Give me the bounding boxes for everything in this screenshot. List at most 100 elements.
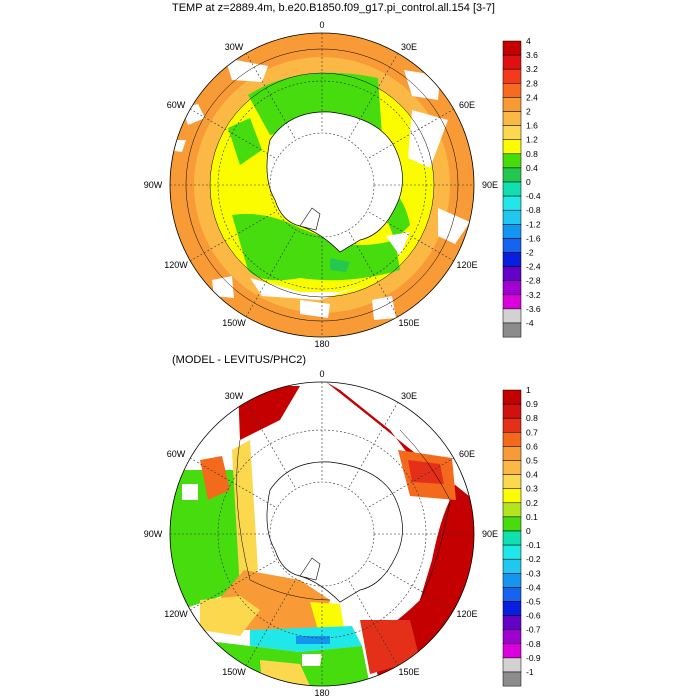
colorbar-swatch <box>502 389 522 405</box>
colorbar-label: 1.2 <box>526 135 538 145</box>
colorbar-swatch <box>502 432 522 447</box>
colorbar-swatch <box>502 530 522 546</box>
colorbar-label: -4 <box>526 318 534 328</box>
colorbar-swatch <box>502 40 522 56</box>
colorbar-label: 0.4 <box>526 470 538 480</box>
panel1-lon-30w: 30W <box>225 42 244 52</box>
panel2-lon-60e: 60E <box>459 449 475 459</box>
colorbar-label: -2.4 <box>526 262 541 272</box>
colorbar-label: -2 <box>526 248 534 258</box>
colorbar-label: 1.6 <box>526 121 538 131</box>
colorbar-swatch <box>502 587 522 602</box>
colorbar-label: -1.6 <box>526 233 541 243</box>
panel1-lon-90w: 90W <box>144 180 163 190</box>
colorbar-label: 2 <box>526 107 531 117</box>
colorbar-label: 0.1 <box>526 512 538 522</box>
colorbar-label: -0.3 <box>526 568 541 578</box>
panel2-lon-0: 0 <box>319 369 324 379</box>
colorbar-label: 0.8 <box>526 413 538 423</box>
colorbar-label: -0.6 <box>526 611 541 621</box>
colorbar-swatch <box>502 488 522 504</box>
panel2-lon-90w: 90W <box>144 529 163 539</box>
colorbar-label: -0.8 <box>526 205 541 215</box>
colorbar-swatch <box>502 280 522 296</box>
colorbar-label: 3.6 <box>526 50 538 60</box>
colorbar-label: 0.7 <box>526 427 538 437</box>
colorbar-label: 3.2 <box>526 64 538 74</box>
colorbar-label: 2.8 <box>526 78 538 88</box>
colorbar-swatch <box>502 544 522 560</box>
colorbar-swatch <box>502 238 522 253</box>
panel1-lon-60e: 60E <box>459 100 475 110</box>
colorbar-swatch <box>502 153 522 169</box>
colorbar-label: -0.4 <box>526 191 541 201</box>
colorbar-swatch <box>502 97 522 112</box>
colorbar-swatch <box>502 209 522 225</box>
colorbar-swatch <box>502 322 522 338</box>
colorbar-label: 0.3 <box>526 484 538 494</box>
colorbar-swatch <box>502 558 522 574</box>
panel2-lon-120e: 120E <box>456 609 477 619</box>
panel2-lon-30w: 30W <box>225 391 244 401</box>
colorbar-label: 0.8 <box>526 149 538 159</box>
colorbar-swatch <box>502 403 522 419</box>
colorbar-swatch <box>502 671 522 687</box>
colorbar-swatch <box>502 629 522 645</box>
panel1-lon-150w: 150W <box>222 318 246 328</box>
colorbar-label: -1.2 <box>526 219 541 229</box>
colorbar-label: -0.2 <box>526 554 541 564</box>
colorbar-swatch <box>502 417 522 433</box>
colorbar-label: 0.5 <box>526 456 538 466</box>
colorbar-label: 2.4 <box>526 92 538 102</box>
colorbar-label: -0.5 <box>526 597 541 607</box>
colorbar-swatch <box>502 54 522 70</box>
colorbar-swatch <box>502 266 522 281</box>
colorbar-label: 0.2 <box>526 498 538 508</box>
colorbar-swatch <box>502 294 522 310</box>
panel1-lon-0: 0 <box>319 20 324 30</box>
colorbar-label: -2.8 <box>526 276 541 286</box>
colorbar-label: -0.7 <box>526 625 541 635</box>
colorbar-swatch <box>502 139 522 155</box>
panel2-graticule <box>170 382 474 686</box>
panel2-lon-150e: 150E <box>398 667 419 677</box>
panel1-lon-120e: 120E <box>456 260 477 270</box>
panel1-map <box>170 33 474 337</box>
colorbar-swatch <box>502 474 522 489</box>
colorbar-label: -0.1 <box>526 540 541 550</box>
colorbar-swatch <box>502 195 522 211</box>
panel2-lon-30e: 30E <box>401 391 417 401</box>
panel2-lon-150w: 150W <box>222 667 246 677</box>
colorbar-swatch <box>502 516 522 532</box>
colorbar-label: -3.2 <box>526 290 541 300</box>
colorbar-swatch <box>502 573 522 588</box>
colorbar-swatch <box>502 83 522 98</box>
panel2-lon-90e: 90E <box>482 529 498 539</box>
colorbar-swatch <box>502 460 522 475</box>
colorbar-label: 0.9 <box>526 399 538 409</box>
colorbar-label: -0.8 <box>526 639 541 649</box>
colorbar-swatch <box>502 111 522 126</box>
panel1-lon-180: 180 <box>314 339 329 349</box>
colorbar-swatch <box>502 252 522 267</box>
panel2-lon-60w: 60W <box>167 449 186 459</box>
panel1-lon-90e: 90E <box>482 180 498 190</box>
panel2-title: (MODEL - LEVITUS/PHC2) <box>172 354 307 366</box>
colorbar-swatch <box>502 657 522 673</box>
panel1-lon-60w: 60W <box>167 100 186 110</box>
panel1-lon-labels: 0 30E 60E 90E 120E 150E 180 150W 120W 90… <box>144 20 498 349</box>
panel1-lon-150e: 150E <box>398 318 419 328</box>
colorbar-label: 0.6 <box>526 441 538 451</box>
colorbar-swatch <box>502 601 522 616</box>
panel1-colorbar: 4 3.6 3.2 2.8 2.4 2 1.6 1.2 0.8 0.4 0 -0.4 -0.8 -1.2 -… <box>502 36 541 338</box>
colorbar-swatch <box>502 502 522 518</box>
colorbar-label: 4 <box>526 36 531 46</box>
panel2-lon-labels: 0 30E 60E 90E 120E 150E 180 150W 120W 90… <box>144 369 498 698</box>
colorbar-swatch <box>502 615 522 630</box>
colorbar-label: -1 <box>526 667 534 677</box>
panel1-lon-30e: 30E <box>401 42 417 52</box>
colorbar-label: 0.4 <box>526 163 538 173</box>
colorbar-label: 0 <box>526 526 531 536</box>
colorbar-label: 0 <box>526 177 531 187</box>
